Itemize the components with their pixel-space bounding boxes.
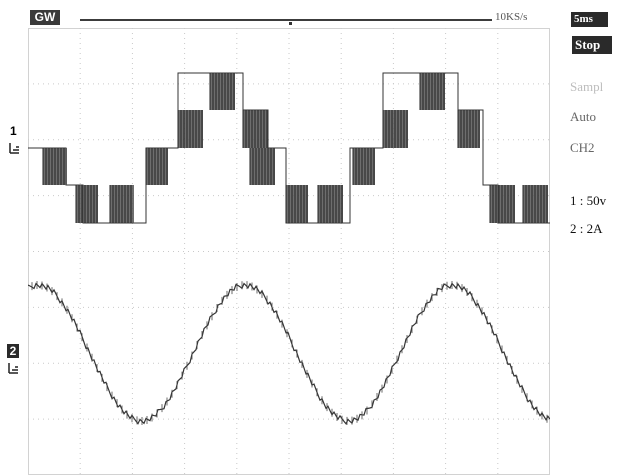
graticule bbox=[28, 28, 550, 475]
timebase-readout[interactable]: 5ms bbox=[571, 12, 608, 27]
ch1-marker-label: 1 bbox=[10, 124, 17, 138]
run-stop-status[interactable]: Stop bbox=[572, 36, 612, 54]
waveform-display bbox=[28, 28, 550, 475]
status-bar: GW 10KS/s 5ms bbox=[0, 0, 627, 28]
ch2-marker-label: 2 bbox=[7, 344, 19, 358]
side-menu: Stop Sampl Auto CH2 1 : 50v 2 : 2A bbox=[570, 36, 627, 286]
trigger-source[interactable]: CH2 bbox=[570, 140, 595, 155]
ch2-sine-path bbox=[28, 282, 550, 425]
ground-icon bbox=[9, 143, 19, 154]
ch1-scale-readout: 1 : 50v bbox=[570, 193, 607, 208]
trigger-mode[interactable]: Auto bbox=[570, 109, 596, 124]
ch1-marker: 1 bbox=[8, 124, 22, 160]
ground-icon bbox=[8, 363, 18, 374]
ch1-voltage-trace bbox=[28, 72, 550, 224]
ch2-current-trace bbox=[28, 281, 550, 425]
sample-rate-readout: 10KS/s bbox=[495, 11, 528, 23]
trigger-position-marker bbox=[289, 22, 292, 25]
brand-logo: GW bbox=[30, 10, 60, 25]
memory-position-bar bbox=[80, 19, 492, 21]
ch2-scale-readout: 2 : 2A bbox=[570, 221, 603, 236]
ch2-marker: 2 bbox=[7, 344, 21, 380]
acquire-mode[interactable]: Sampl bbox=[570, 79, 604, 94]
